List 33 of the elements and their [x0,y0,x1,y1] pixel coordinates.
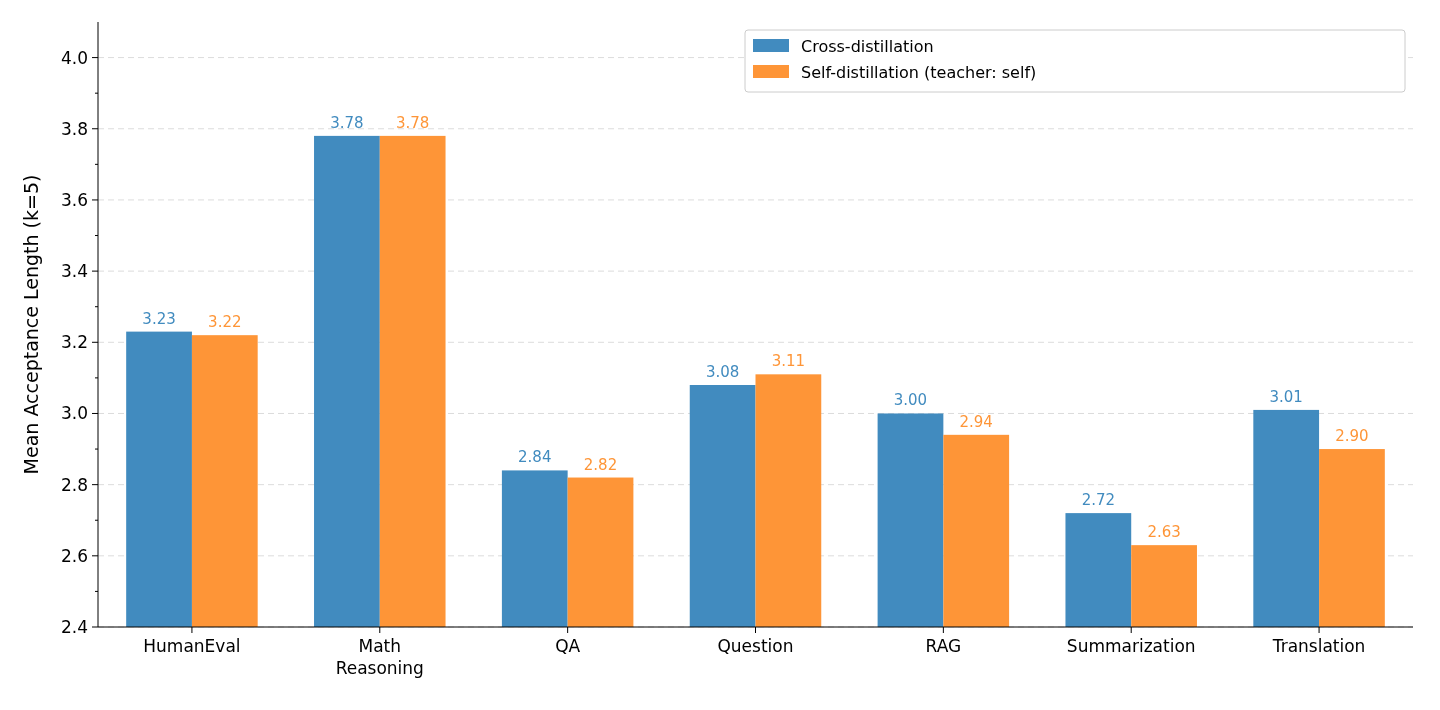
data-label: 3.01 [1269,387,1303,406]
data-label: 2.84 [518,448,552,467]
data-label: 3.22 [208,313,242,332]
x-tick-label: Translation [1271,636,1366,656]
legend-label: Cross-distillation [801,36,934,56]
y-tick-label: 3.2 [60,332,88,353]
data-label: 2.94 [959,412,993,431]
data-label: 3.00 [893,391,928,410]
x-tick-label: RAG [925,636,962,656]
y-tick-label: 2.8 [60,474,88,495]
data-label: 3.78 [330,113,364,132]
y-axis-title: Mean Acceptance Length (k=5) [20,174,42,475]
y-tick-label: 3.0 [60,403,88,424]
legend-label: Self-distillation (teacher: self) [801,62,1037,82]
y-tick-label: 4.0 [60,47,88,68]
y-tick-label: 2.6 [60,545,88,566]
x-tick-label: HumanEval [143,636,241,656]
x-tick-label: Question [717,636,794,656]
data-label: 2.90 [1335,427,1369,446]
y-tick-label: 3.6 [60,189,88,210]
data-label: 2.72 [1081,491,1116,510]
data-label: 3.11 [771,352,806,371]
data-label: 3.23 [142,309,176,328]
x-tick-label: QA [555,636,581,656]
data-label: 2.63 [1147,523,1181,542]
y-tick-label: 3.4 [60,261,88,282]
data-label: 2.82 [583,455,618,474]
data-label: 3.08 [705,363,740,381]
y-tick-label: 2.4 [60,616,88,637]
x-tick-label: Math Reasoning [335,636,424,678]
x-tick-label: Summarization [1066,636,1196,656]
data-label: 3.78 [395,113,430,132]
y-tick-label: 3.8 [60,118,88,139]
